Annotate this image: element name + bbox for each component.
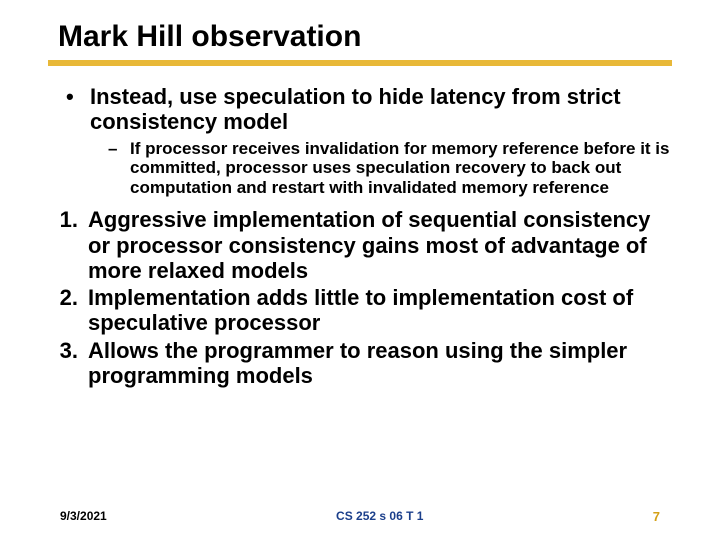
slide-title: Mark Hill observation bbox=[58, 20, 672, 54]
number-text: Aggressive implementation of sequential … bbox=[88, 207, 672, 283]
title-underline bbox=[48, 60, 672, 66]
number-marker: 1. bbox=[48, 207, 88, 283]
numbered-3: 3. Allows the programmer to reason using… bbox=[48, 338, 672, 389]
footer-date: 9/3/2021 bbox=[60, 509, 107, 524]
bullet-marker: • bbox=[66, 84, 90, 135]
bullet-1-sub: – If processor receives invalidation for… bbox=[108, 139, 672, 198]
slide: Mark Hill observation • Instead, use spe… bbox=[0, 0, 720, 388]
footer-course: CS 252 s 06 T 1 bbox=[336, 509, 423, 524]
slide-content: • Instead, use speculation to hide laten… bbox=[48, 84, 672, 388]
numbered-1: 1. Aggressive implementation of sequenti… bbox=[48, 207, 672, 283]
number-text: Implementation adds little to implementa… bbox=[88, 285, 672, 336]
bullet-1: • Instead, use speculation to hide laten… bbox=[66, 84, 672, 135]
footer-page-number: 7 bbox=[653, 509, 660, 524]
number-marker: 3. bbox=[48, 338, 88, 389]
bullet-text: Instead, use speculation to hide latency… bbox=[90, 84, 672, 135]
number-marker: 2. bbox=[48, 285, 88, 336]
bullet-marker: – bbox=[108, 139, 130, 198]
bullet-text: If processor receives invalidation for m… bbox=[130, 139, 672, 198]
slide-footer: 9/3/2021 CS 252 s 06 T 1 7 bbox=[0, 509, 720, 524]
numbered-2: 2. Implementation adds little to impleme… bbox=[48, 285, 672, 336]
number-text: Allows the programmer to reason using th… bbox=[88, 338, 672, 389]
